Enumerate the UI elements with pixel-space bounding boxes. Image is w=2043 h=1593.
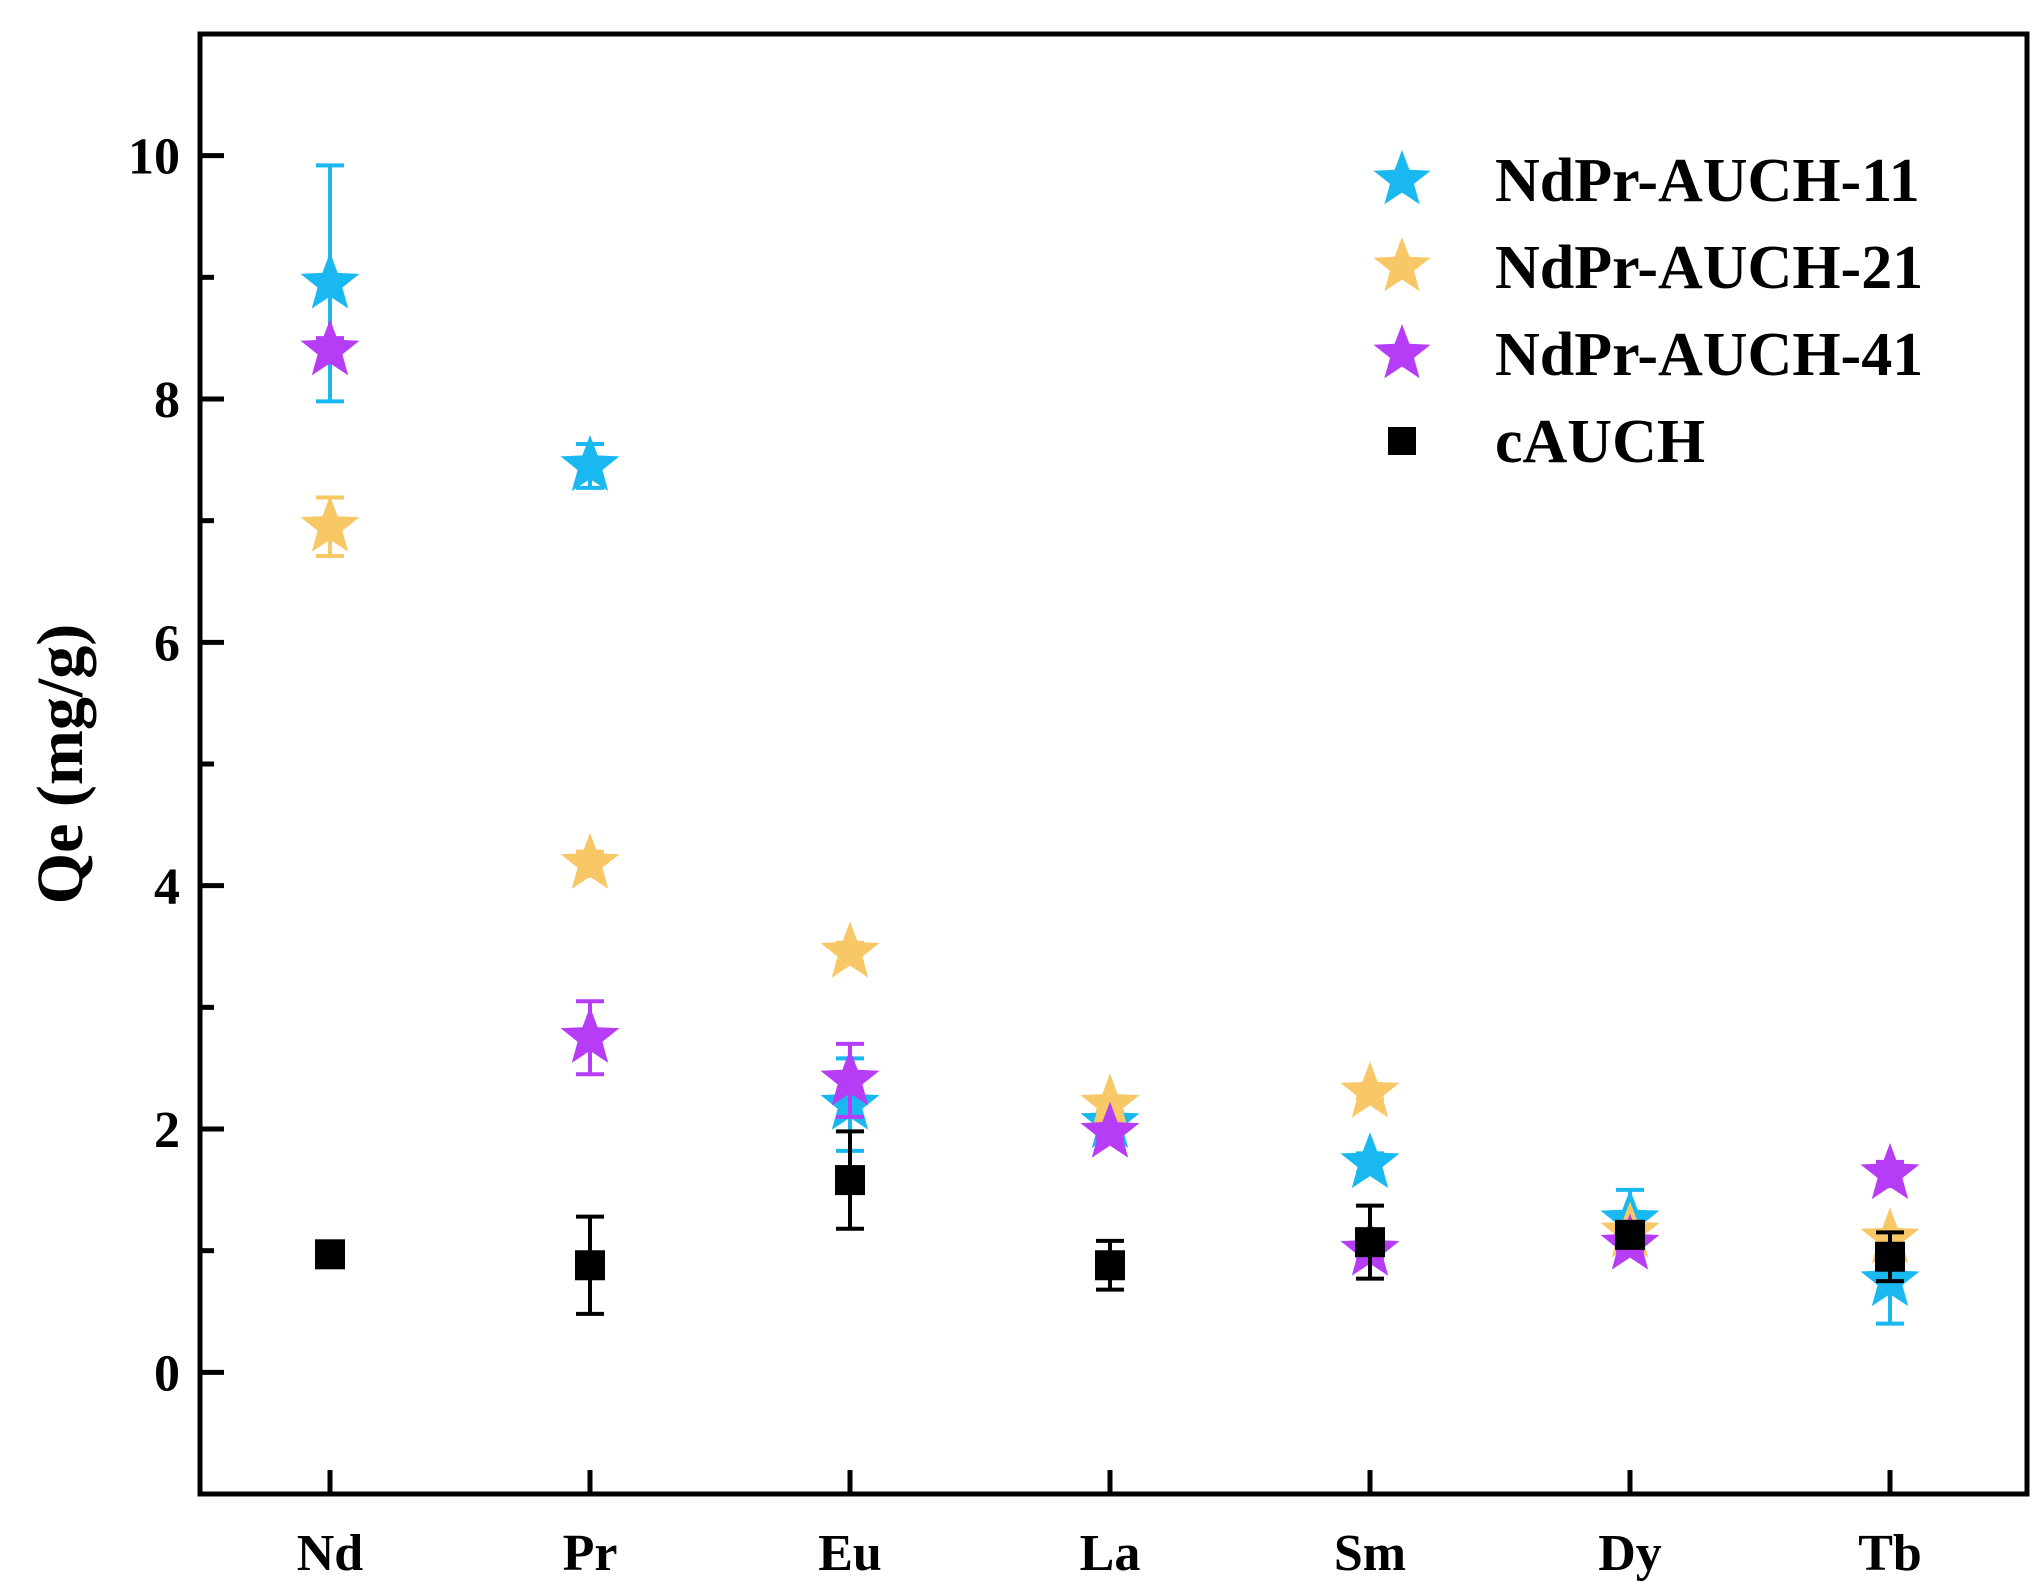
x-tick-label-la: La [1080,1525,1141,1582]
data-point-star [820,921,880,978]
data-point-star [1340,1132,1400,1189]
y-tick-label: 10 [128,129,180,186]
x-tick-label-tb: Tb [1858,1525,1922,1582]
legend-item: NdPr-AUCH-11 [1373,147,1920,215]
legend-item: cAUCH [1388,408,1705,476]
data-point-square [1615,1219,1645,1250]
data-point-square [1875,1241,1905,1272]
legend-star-icon [1373,237,1431,292]
data-point-star [560,1006,620,1063]
y-tick-label: 0 [154,1345,180,1402]
data-point-star [560,434,620,491]
x-tick-label-pr: Pr [563,1525,618,1582]
y-axis-title: Qe (mg/g) [24,624,97,904]
data-point-star [300,252,360,309]
data-point-square [315,1239,345,1270]
x-tick-label-dy: Dy [1598,1525,1662,1582]
data-point-square [835,1165,865,1196]
y-tick-label: 4 [154,859,180,916]
series-layer [300,163,1920,1326]
legend-label: NdPr-AUCH-41 [1495,321,1923,389]
data-point-star [1080,1101,1140,1158]
y-tick-label: 8 [154,372,180,429]
legend-square-icon [1388,427,1416,455]
legend-label: NdPr-AUCH-11 [1495,147,1920,215]
data-point-star [300,495,360,552]
legend-label: NdPr-AUCH-21 [1495,234,1923,302]
data-point-square [575,1250,605,1281]
x-tick-label-eu: Eu [818,1525,882,1582]
legend-star-icon [1373,150,1431,205]
y-tick-label: 6 [154,615,180,672]
legend: NdPr-AUCH-11 NdPr-AUCH-21 NdPr-AUCH-41 cAUC… [1373,147,1923,476]
data-point-star [1860,1143,1920,1200]
data-point-star [1340,1061,1400,1118]
data-point-square [1355,1227,1385,1258]
data-point-star [820,1049,880,1106]
legend-item: NdPr-AUCH-21 [1373,234,1923,302]
x-tick-label-nd: Nd [297,1525,364,1582]
legend-label: cAUCH [1495,408,1705,476]
x-tick-label-sm: Sm [1334,1525,1406,1582]
data-point-star [560,832,620,889]
legend-star-icon [1373,324,1431,379]
data-point-square [1095,1250,1125,1281]
x-axis: Nd Pr Eu La Sm Dy Tb [297,1470,1922,1582]
legend-item: NdPr-AUCH-41 [1373,321,1923,389]
series-cauch [315,1129,1905,1316]
y-tick-label: 2 [154,1102,180,1159]
data-point-star [300,319,360,376]
y-axis: 0 2 4 6 8 10 [128,129,224,1402]
series-ndpr-auch-21 [300,495,1920,1264]
